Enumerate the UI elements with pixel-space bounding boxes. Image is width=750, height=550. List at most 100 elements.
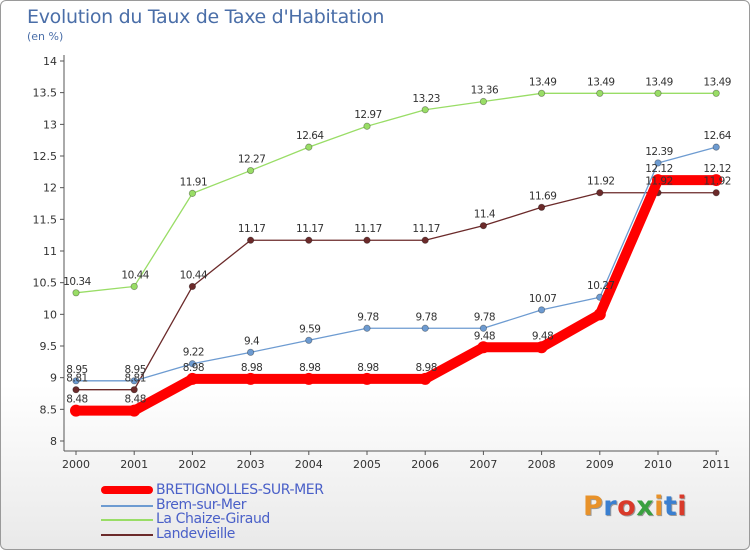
data-point[interactable] bbox=[712, 143, 720, 151]
data-point[interactable] bbox=[186, 372, 199, 385]
data-point[interactable] bbox=[652, 174, 664, 187]
data-point[interactable] bbox=[363, 324, 371, 332]
legend-swatch-bretignolles bbox=[101, 486, 153, 494]
x-tick-label: 2005 bbox=[353, 458, 381, 471]
data-label: 10.07 bbox=[529, 293, 557, 305]
data-point[interactable] bbox=[419, 372, 432, 385]
data-point[interactable] bbox=[654, 89, 662, 97]
data-label: 9.48 bbox=[474, 330, 495, 342]
data-point[interactable] bbox=[363, 236, 371, 244]
data-point[interactable] bbox=[72, 289, 80, 297]
data-label: 13.36 bbox=[471, 85, 499, 97]
data-point[interactable] bbox=[537, 203, 546, 211]
y-tick-label: 13 bbox=[43, 118, 57, 131]
legend-swatch-landevieille bbox=[101, 533, 153, 536]
data-point[interactable] bbox=[421, 236, 429, 244]
data-point[interactable] bbox=[128, 404, 141, 417]
data-point[interactable] bbox=[244, 372, 257, 385]
data-label: 9.4 bbox=[244, 335, 260, 347]
series-line-3 bbox=[75, 192, 717, 391]
x-tick-label: 2007 bbox=[469, 458, 497, 471]
data-label: 10.44 bbox=[121, 269, 149, 281]
y-tick-label: 13.5 bbox=[33, 87, 58, 100]
data-point[interactable] bbox=[188, 282, 196, 291]
data-point[interactable] bbox=[596, 189, 604, 197]
data-label: 11.17 bbox=[296, 223, 324, 235]
data-point[interactable] bbox=[593, 308, 606, 321]
chart-axes: 8 8.5 9 9.5 10 10.5 11 11.5 12 12.5 13 13.5 14 2000 20… bbox=[33, 55, 730, 471]
data-point[interactable] bbox=[712, 189, 720, 197]
data-point[interactable] bbox=[710, 174, 723, 187]
data-point[interactable] bbox=[654, 159, 662, 167]
series-line-2 bbox=[75, 92, 717, 294]
data-label: 11.17 bbox=[412, 223, 440, 235]
data-point[interactable] bbox=[188, 360, 196, 368]
data-point[interactable] bbox=[479, 222, 487, 230]
logo-letter: o bbox=[617, 491, 637, 522]
data-point[interactable] bbox=[363, 122, 371, 130]
data-point[interactable] bbox=[712, 89, 720, 97]
data-point[interactable] bbox=[247, 348, 255, 356]
data-label: 8.98 bbox=[299, 362, 320, 374]
data-label: 8.81 bbox=[125, 373, 146, 385]
data-label: 9.78 bbox=[357, 311, 378, 323]
data-point[interactable] bbox=[537, 89, 546, 97]
logo-letter: i bbox=[677, 491, 688, 522]
data-label: 8.98 bbox=[183, 362, 204, 374]
legend-swatch-brem bbox=[101, 504, 153, 507]
data-label: 9.78 bbox=[474, 311, 495, 323]
data-point[interactable] bbox=[479, 97, 487, 106]
data-point[interactable] bbox=[479, 324, 487, 332]
y-tick-label: 9.5 bbox=[40, 340, 58, 353]
legend-swatch-chaize-giraud bbox=[101, 519, 153, 521]
data-point[interactable] bbox=[421, 324, 429, 332]
data-point[interactable] bbox=[130, 282, 138, 291]
y-tick-label: 12.5 bbox=[33, 150, 58, 163]
data-point[interactable] bbox=[421, 106, 429, 114]
data-point[interactable] bbox=[247, 166, 255, 175]
data-point[interactable] bbox=[72, 386, 80, 394]
data-label: 13.49 bbox=[703, 76, 731, 88]
data-point[interactable] bbox=[130, 386, 138, 394]
data-point[interactable] bbox=[305, 143, 313, 151]
data-point[interactable] bbox=[361, 372, 373, 385]
data-point[interactable] bbox=[537, 306, 546, 314]
legend-label-brem: Brem-sur-Mer bbox=[156, 496, 247, 513]
data-point[interactable] bbox=[477, 341, 490, 354]
data-point[interactable] bbox=[188, 189, 196, 197]
data-point[interactable] bbox=[130, 377, 138, 385]
data-label: 13.49 bbox=[529, 76, 557, 88]
series-lines bbox=[70, 89, 723, 417]
data-label: 12.97 bbox=[354, 109, 382, 121]
data-label: 10.44 bbox=[180, 269, 208, 281]
data-point[interactable] bbox=[535, 341, 548, 354]
data-point[interactable] bbox=[72, 377, 80, 385]
data-point[interactable] bbox=[302, 372, 315, 385]
data-label: 12.27 bbox=[238, 154, 266, 166]
data-label: 12.12 bbox=[645, 163, 673, 175]
data-label: 12.39 bbox=[645, 146, 673, 158]
x-tick-label: 2000 bbox=[62, 458, 90, 471]
data-point[interactable] bbox=[305, 236, 313, 244]
y-tick-label: 10 bbox=[43, 308, 57, 321]
x-tick-label: 2011 bbox=[702, 458, 730, 471]
data-label: 8.48 bbox=[66, 394, 87, 406]
x-tick-label: 2010 bbox=[644, 458, 672, 471]
data-label: 11.4 bbox=[474, 209, 496, 221]
data-label: 8.95 bbox=[125, 364, 146, 376]
y-tick-label: 12 bbox=[43, 182, 57, 195]
data-label: 10.34 bbox=[63, 276, 91, 288]
data-point[interactable] bbox=[305, 336, 313, 344]
data-label: 11.92 bbox=[587, 176, 615, 188]
legend-label-bretignolles: BRETIGNOLLES-SUR-MER bbox=[156, 482, 324, 498]
logo-letter: i bbox=[654, 491, 664, 522]
data-label: 10.27 bbox=[587, 280, 615, 292]
data-point[interactable] bbox=[70, 404, 82, 417]
y-tick-label: 8.5 bbox=[40, 403, 58, 416]
data-label: 13.49 bbox=[645, 76, 673, 88]
data-point[interactable] bbox=[596, 89, 604, 97]
y-tick-label: 11 bbox=[43, 245, 57, 258]
data-label: 13.23 bbox=[412, 93, 440, 105]
data-point[interactable] bbox=[247, 236, 255, 244]
